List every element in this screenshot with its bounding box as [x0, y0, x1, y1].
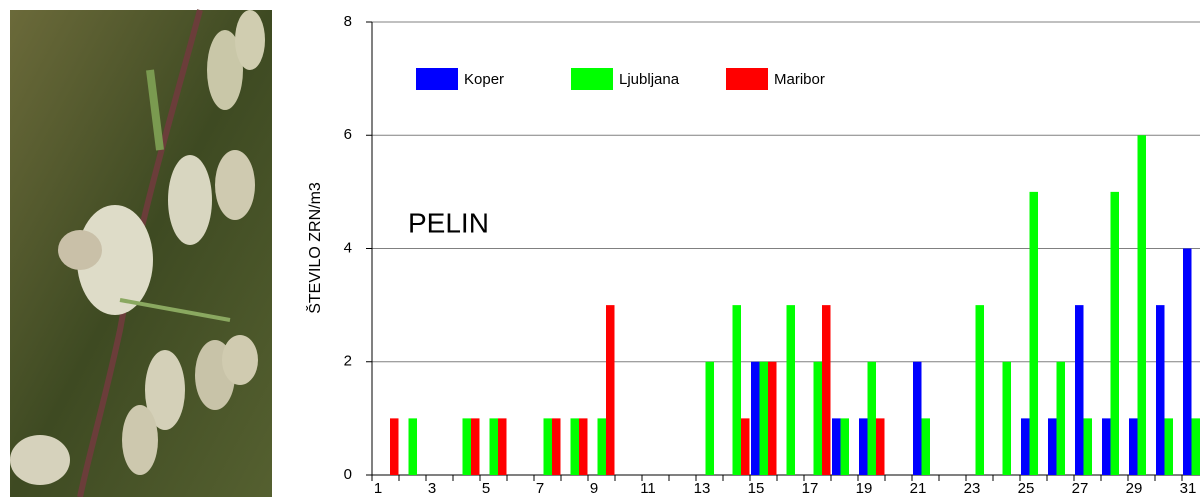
bar	[1075, 305, 1084, 475]
bar	[462, 418, 471, 475]
x-tick-label: 7	[536, 480, 544, 497]
x-tick-label: 19	[856, 480, 873, 497]
x-tick-label: 3	[428, 480, 436, 497]
bar	[471, 418, 480, 475]
bar	[832, 418, 841, 475]
legend-label: Maribor	[774, 71, 825, 88]
photo	[10, 9, 272, 497]
y-axis-label: ŠTEVILO ZRN/m3	[305, 182, 324, 314]
bar	[859, 418, 868, 475]
bar	[1021, 418, 1030, 475]
bar	[705, 361, 714, 475]
bar	[1110, 191, 1119, 475]
x-tick-label: 27	[1072, 480, 1089, 497]
bar	[975, 305, 984, 475]
legend-swatch	[571, 68, 613, 90]
bar	[786, 305, 795, 475]
bar	[732, 305, 741, 475]
bar	[751, 361, 760, 475]
bar	[759, 361, 768, 475]
x-tick-label: 21	[910, 480, 927, 497]
bar	[840, 418, 849, 475]
y-tick-label: 6	[344, 126, 352, 143]
bar	[876, 418, 885, 475]
bar	[1183, 248, 1192, 475]
legend-label: Ljubljana	[619, 71, 680, 88]
y-tick-label: 4	[344, 239, 352, 256]
bar	[1029, 191, 1038, 475]
bar	[489, 418, 498, 475]
bar	[1102, 418, 1111, 475]
bar	[579, 418, 588, 475]
bar	[1129, 418, 1138, 475]
x-tick-label: 1	[374, 480, 382, 497]
bar	[913, 361, 922, 475]
legend-swatch	[726, 68, 768, 90]
bar	[1083, 418, 1092, 475]
bar	[822, 305, 831, 475]
legend-label: Koper	[464, 71, 504, 88]
bar	[813, 361, 822, 475]
bar	[1191, 418, 1200, 475]
bar	[1164, 418, 1173, 475]
x-tick-label: 13	[694, 480, 711, 497]
bar	[498, 418, 507, 475]
x-tick-label: 25	[1018, 480, 1035, 497]
bar	[1056, 361, 1065, 475]
x-tick-label: 15	[748, 480, 765, 497]
annotation: PELIN	[408, 207, 489, 238]
bar	[390, 418, 399, 475]
y-tick-label: 8	[344, 13, 352, 30]
bar	[1048, 418, 1057, 475]
bar	[408, 418, 417, 475]
bar	[741, 418, 750, 475]
x-tick-label: 31	[1180, 480, 1197, 497]
bar	[1137, 135, 1146, 475]
legend-swatch	[416, 68, 458, 90]
bar	[543, 418, 552, 475]
x-tick-label: 29	[1126, 480, 1143, 497]
x-tick-label: 9	[590, 480, 598, 497]
y-tick-label: 2	[344, 353, 352, 370]
bar	[597, 418, 606, 475]
bar	[606, 305, 615, 475]
bar	[867, 361, 876, 475]
y-tick-label: 0	[344, 466, 352, 483]
bar	[1002, 361, 1011, 475]
x-tick-label: 11	[640, 480, 656, 497]
bar	[768, 361, 777, 475]
bar	[570, 418, 579, 475]
bar	[552, 418, 561, 475]
x-tick-label: 17	[802, 480, 819, 497]
bar	[1156, 305, 1165, 475]
bar	[921, 418, 930, 475]
x-tick-label: 23	[964, 480, 981, 497]
x-tick-label: 5	[482, 480, 490, 497]
